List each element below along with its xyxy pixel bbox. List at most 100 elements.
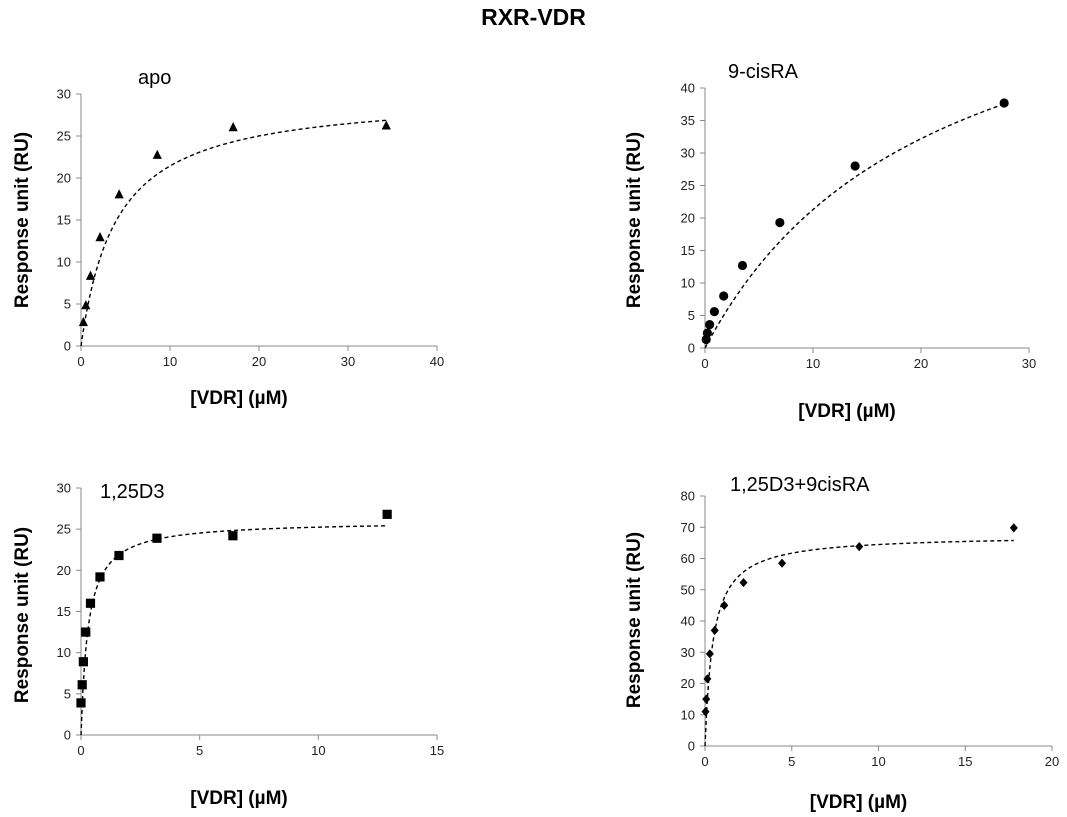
data-point-diamond	[1009, 523, 1018, 533]
chart-1-25d3: 0 5 10 15 0 5 10 15 20 25 30 1,25D3 [VDR] (µM) Respon…	[12, 481, 444, 810]
x-tick-label: 10	[163, 354, 177, 369]
data-point-triangle	[95, 232, 105, 242]
data-point-square	[77, 680, 87, 690]
data-point-circle	[850, 161, 860, 171]
x-tick-label: 20	[1045, 754, 1059, 769]
x-tick-label: 0	[77, 354, 84, 369]
y-tick-label: 40	[681, 81, 695, 96]
x-tick-label: 10	[806, 356, 820, 371]
data-point-diamond	[703, 674, 712, 684]
y-tick-label: 30	[681, 146, 695, 161]
y-tick-label: 20	[57, 171, 71, 186]
data-point-circle	[709, 307, 719, 317]
data-point-diamond	[705, 649, 714, 659]
x-tick-label: 0	[77, 743, 84, 758]
y-tick-label: 50	[681, 582, 695, 597]
x-tick-label: 30	[341, 354, 355, 369]
data-point-square	[382, 509, 392, 519]
x-tick-label: 20	[252, 354, 266, 369]
y-tick-label: 0	[64, 339, 71, 354]
chart-apo: 0 10 20 30 40 0 5 10 15 20 25 30 apo [VDR] (µM) Respon…	[12, 67, 444, 409]
x-axis-title: [VDR] (µM)	[190, 388, 287, 409]
y-tick-label: 30	[57, 481, 71, 496]
data-point-square	[81, 627, 91, 637]
data-point-square	[76, 698, 86, 708]
y-tick-label: 20	[681, 211, 695, 226]
x-tick-label: 15	[958, 754, 972, 769]
data-point-diamond	[778, 558, 787, 568]
y-tick-label: 70	[681, 520, 695, 535]
y-tick-label: 5	[688, 308, 695, 323]
chart-9-cisra: 0 10 20 30 0 5 10 15 20 25 30 35 40 9-cisRA [VDR] (µM)…	[624, 61, 1036, 422]
y-tick-label: 30	[57, 87, 71, 102]
y-tick-label: 20	[57, 563, 71, 578]
chart-title: 1,25D3	[100, 481, 165, 503]
y-tick-label: 15	[57, 604, 71, 619]
chart-title: 9-cisRA	[728, 61, 799, 83]
x-tick-label: 5	[788, 754, 795, 769]
fit-curve-9-cisra	[704, 103, 1005, 349]
data-point-triangle	[114, 189, 124, 199]
y-tick-label: 35	[681, 113, 695, 128]
data-point-square	[152, 533, 162, 543]
y-axis-title: Response unit (RU)	[624, 132, 645, 308]
data-point-diamond	[720, 600, 729, 610]
data-point-diamond	[855, 542, 864, 552]
x-tick-label: 0	[701, 356, 708, 371]
data-point-square	[95, 572, 105, 582]
y-tick-label: 30	[681, 645, 695, 660]
y-axis-title: Response unit (RU)	[12, 527, 33, 703]
y-axis-title: Response unit (RU)	[624, 532, 645, 708]
y-tick-label: 60	[681, 551, 695, 566]
x-tick-label: 40	[430, 354, 444, 369]
y-tick-label: 15	[57, 213, 71, 228]
x-tick-label: 30	[1022, 356, 1036, 371]
y-tick-label: 0	[688, 341, 695, 356]
y-tick-label: 80	[681, 489, 695, 504]
data-point-circle	[719, 291, 729, 301]
chart-title: 1,25D3+9cisRA	[730, 474, 870, 496]
x-axis-title: [VDR] (µM)	[810, 792, 907, 813]
chart-title: apo	[138, 67, 171, 89]
data-point-diamond	[710, 625, 719, 635]
y-tick-label: 25	[57, 129, 71, 144]
fit-curve-apo	[80, 119, 387, 347]
y-tick-label: 5	[64, 686, 71, 701]
y-axis-title: Response unit (RU)	[12, 132, 33, 308]
data-point-square	[78, 657, 88, 667]
chart-1-25d3-9cisra: 0 5 10 15 20 0 10 20 30 40 50 60 70 80 1,25D3+9cisRA [V…	[624, 474, 1059, 813]
data-point-triangle	[78, 316, 89, 327]
data-point-diamond	[739, 577, 748, 588]
y-tick-label: 10	[57, 255, 71, 270]
data-point-circle	[702, 328, 712, 338]
data-point-diamond	[702, 694, 711, 704]
data-point-circle	[775, 217, 785, 228]
fit-curve-1-25d3-9cisra	[704, 539, 1014, 747]
fit-curve-1-25d3	[80, 525, 388, 736]
x-tick-label: 10	[311, 743, 325, 758]
data-point-triangle	[81, 300, 91, 310]
x-tick-label: 5	[196, 743, 203, 758]
x-axis-title: [VDR] (µM)	[190, 788, 287, 809]
x-tick-label: 20	[914, 356, 928, 371]
x-axis-title: [VDR] (µM)	[798, 401, 895, 422]
y-tick-label: 0	[64, 728, 71, 743]
data-point-square	[85, 598, 96, 608]
y-tick-label: 10	[681, 707, 695, 722]
data-point-square	[114, 550, 124, 561]
data-point-circle	[999, 98, 1009, 108]
y-tick-label: 10	[681, 276, 695, 291]
data-point-triangle	[381, 120, 391, 130]
data-point-circle	[705, 320, 715, 330]
y-tick-label: 40	[681, 614, 695, 629]
y-tick-label: 5	[64, 297, 71, 312]
data-point-circle	[737, 260, 748, 271]
x-tick-label: 15	[430, 743, 444, 758]
data-point-triangle	[152, 149, 162, 159]
y-tick-label: 15	[681, 243, 695, 258]
y-tick-label: 10	[57, 645, 71, 660]
data-point-triangle	[85, 270, 96, 280]
data-point-diamond	[701, 707, 710, 717]
y-tick-label: 25	[57, 522, 71, 537]
data-point-triangle	[228, 122, 238, 132]
